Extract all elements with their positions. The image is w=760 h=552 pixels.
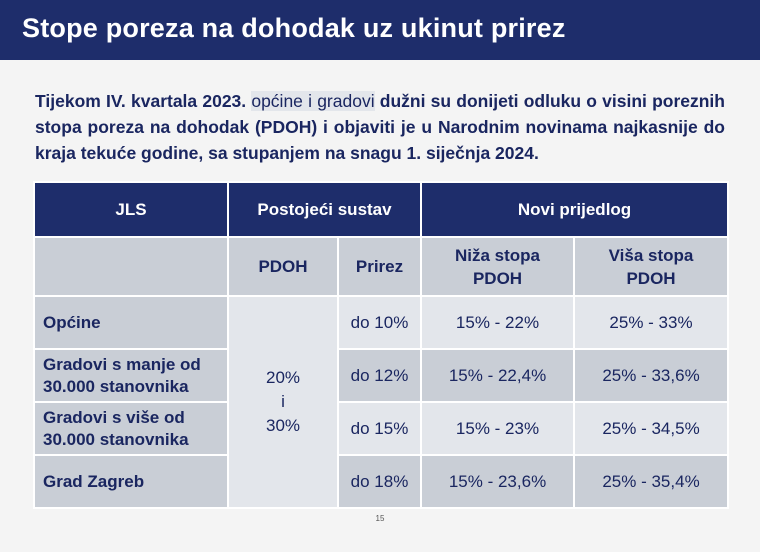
existing-pdoh-line-2: i: [281, 392, 285, 411]
page-number: 15: [375, 514, 385, 523]
row-label-line-1: Općine: [43, 312, 101, 332]
header-row-1: JLS Postojeći sustav Novi prijedlog: [33, 181, 730, 238]
table-row: Gradovi s manje od 30.000 stanovnika do …: [33, 348, 730, 403]
slide-title: Stope poreza na dohodak uz ukinut prirez: [22, 13, 566, 43]
header-higher-line-2: PDOH: [626, 268, 676, 288]
higher-rate-cell: 25% - 33,6%: [573, 348, 730, 403]
header-higher-rate: Viša stopa PDOH: [573, 236, 730, 297]
row-label-line-2: 30.000 stanovnika: [43, 376, 189, 396]
higher-rate-cell: 25% - 34,5%: [573, 401, 730, 456]
table-row: Gradovi s više od 30.000 stanovnika do 1…: [33, 401, 730, 456]
row-label-line-2: 30.000 stanovnika: [43, 429, 189, 449]
existing-pdoh-cell: 20% i 30%: [227, 295, 339, 509]
existing-pdoh-line-3: 30%: [265, 416, 301, 435]
prirez-cell: do 12%: [336, 348, 423, 403]
row-label: Općine: [33, 295, 229, 350]
lower-rate-cell: 15% - 23%: [420, 401, 576, 456]
existing-pdoh-line-1: 20%: [265, 368, 301, 387]
header-lower-line-2: PDOH: [472, 268, 523, 288]
prirez-cell: do 18%: [336, 454, 423, 509]
header-row-2: PDOH Prirez Niža stopa PDOH Viša stopa P…: [33, 236, 730, 297]
intro-paragraph: Tijekom IV. kvartala 2023. općine i grad…: [35, 88, 725, 166]
higher-rate-cell: 25% - 33%: [573, 295, 730, 350]
row-label: Gradovi s više od 30.000 stanovnika: [33, 401, 229, 456]
higher-rate-cell: 25% - 35,4%: [573, 454, 730, 509]
lower-rate-cell: 15% - 22,4%: [420, 348, 576, 403]
prirez-cell: do 10%: [336, 295, 423, 350]
row-label-line-1: Gradovi s manje od: [43, 354, 201, 374]
header-jls: JLS: [33, 181, 229, 238]
intro-part-2: općine i gradovi: [251, 91, 375, 111]
header-higher-line-1: Viša stopa: [608, 245, 694, 265]
intro-part-3: dužni su donijeti odluku o visini porezn…: [35, 91, 725, 163]
header-new-proposal: Novi prijedlog: [420, 181, 730, 238]
title-bar: Stope poreza na dohodak uz ukinut prirez: [0, 0, 760, 60]
prirez-cell: do 15%: [336, 401, 423, 456]
header-lower-rate: Niža stopa PDOH: [420, 236, 576, 297]
lower-rate-cell: 15% - 23,6%: [420, 454, 576, 509]
tax-rates-table: JLS Postojeći sustav Novi prijedlog PDOH…: [33, 181, 730, 509]
header-existing-system: Postojeći sustav: [226, 181, 423, 238]
row-label-line-1: Grad Zagreb: [43, 471, 145, 491]
lower-rate-cell: 15% - 22%: [420, 295, 576, 350]
header-empty: [33, 236, 229, 297]
header-prirez: Prirez: [336, 236, 423, 297]
table-row: Općine 20% i 30% do 10% 15% - 22% 25% - …: [33, 295, 730, 509]
row-label: Grad Zagreb: [33, 454, 229, 509]
table-row: Grad Zagreb do 18% 15% - 23,6% 25% - 35,…: [33, 454, 730, 509]
row-label-line-1: Gradovi s više od: [43, 407, 185, 427]
intro-part-1: Tijekom IV. kvartala 2023.: [35, 91, 247, 111]
row-label: Gradovi s manje od 30.000 stanovnika: [33, 348, 229, 403]
header-lower-line-1: Niža stopa: [455, 245, 541, 265]
header-pdoh: PDOH: [227, 236, 339, 297]
